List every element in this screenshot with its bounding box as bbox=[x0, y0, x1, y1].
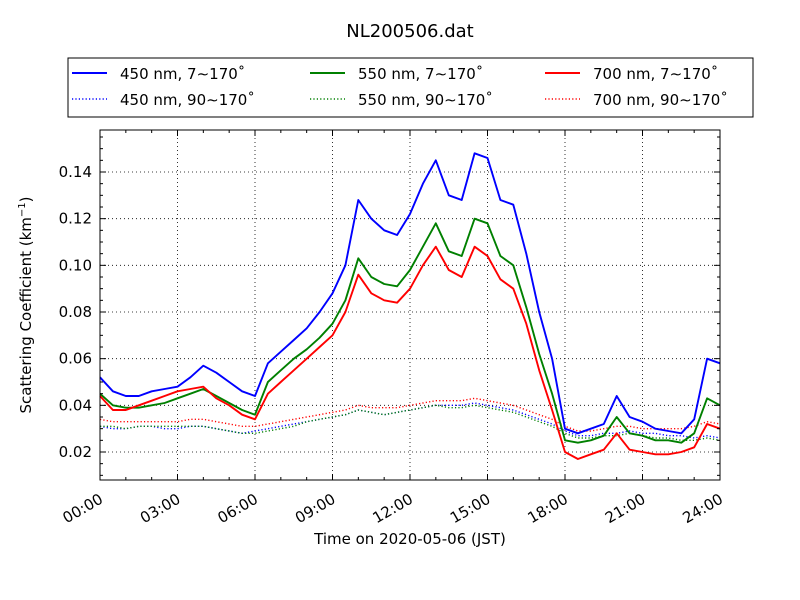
series-line-4 bbox=[99, 245, 721, 460]
legend-label-1: 450 nm, 90∼170˚ bbox=[120, 91, 255, 109]
x-tick-label: 24:00 bbox=[680, 490, 726, 527]
x-tick-label: 21:00 bbox=[602, 490, 648, 527]
y-tick-label: 0.08 bbox=[59, 303, 92, 321]
x-tick-label: 06:00 bbox=[215, 490, 261, 527]
series-line-2 bbox=[99, 217, 721, 444]
y-axis-label: Scattering Coefficient (km−1) bbox=[17, 196, 35, 413]
plot-frame bbox=[99, 129, 721, 481]
y-tick-label: 0.02 bbox=[59, 443, 92, 461]
legend-label-0: 450 nm, 7∼170˚ bbox=[120, 65, 245, 83]
x-tick-label: 00:00 bbox=[60, 490, 106, 527]
legend-box bbox=[67, 57, 754, 118]
y-axis-label-main: Scattering Coefficient (km bbox=[17, 217, 35, 413]
y-tick-labels: 0.02 0.04 0.06 0.08 0.10 0.12 0.14 bbox=[59, 163, 92, 461]
series-line-0 bbox=[99, 152, 721, 435]
legend: 450 nm, 7∼170˚ 550 nm, 7∼170˚ 700 nm, 7∼17… bbox=[67, 57, 754, 118]
grid bbox=[100, 130, 720, 480]
y-tick-label: 0.12 bbox=[59, 210, 92, 228]
y-axis-label-end: ) bbox=[17, 196, 35, 202]
y-tick-label: 0.14 bbox=[59, 163, 92, 181]
y-tick-label: 0.06 bbox=[59, 350, 92, 368]
y-tick-label: 0.04 bbox=[59, 396, 92, 414]
x-tick-labels: 00:00 03:00 06:00 09:00 12:00 15:00 18:00 21:00… bbox=[60, 490, 726, 527]
x-tick-label: 15:00 bbox=[447, 490, 493, 527]
y-axis-label-sup: −1 bbox=[17, 202, 28, 217]
x-tick-label: 03:00 bbox=[137, 490, 183, 527]
series-line-5 bbox=[99, 397, 721, 432]
legend-label-2: 550 nm, 7∼170˚ bbox=[358, 65, 483, 83]
x-axis-label: Time on 2020-05-06 (JST) bbox=[313, 530, 506, 548]
chart-title: NL200506.dat bbox=[346, 21, 473, 42]
legend-label-3: 550 nm, 90∼170˚ bbox=[358, 91, 493, 109]
x-tick-label: 18:00 bbox=[525, 490, 571, 527]
x-tick-label: 09:00 bbox=[292, 490, 338, 527]
series-line-1 bbox=[99, 402, 721, 439]
legend-label-4: 700 nm, 7∼170˚ bbox=[593, 65, 718, 83]
x-tick-label: 12:00 bbox=[370, 490, 416, 527]
legend-label-5: 700 nm, 90∼170˚ bbox=[593, 91, 728, 109]
series-layer bbox=[99, 152, 721, 460]
y-tick-label: 0.10 bbox=[59, 256, 92, 274]
